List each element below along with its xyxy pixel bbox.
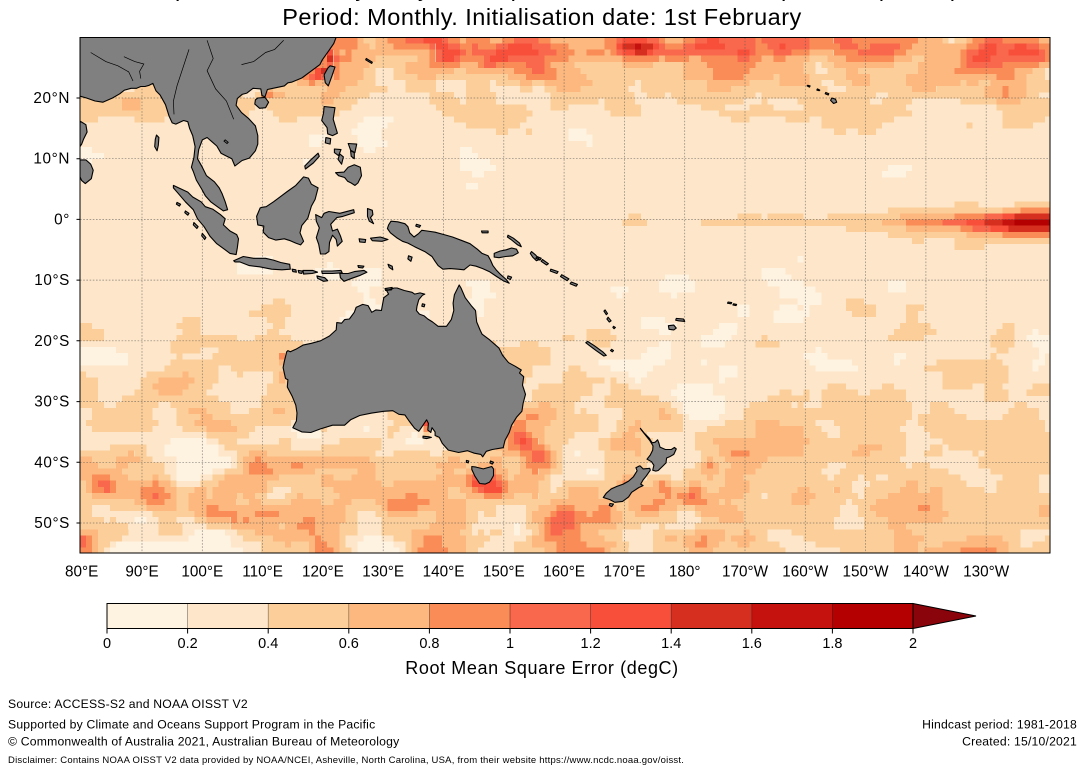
- svg-text:50°S: 50°S: [34, 515, 70, 532]
- svg-text:0.4: 0.4: [258, 636, 278, 652]
- svg-text:110°E: 110°E: [242, 564, 283, 581]
- svg-text:Created: 15/10/2021: Created: 15/10/2021: [962, 735, 1077, 749]
- svg-text:180°: 180°: [669, 564, 701, 581]
- svg-text:20°N: 20°N: [33, 90, 70, 107]
- svg-text:80°E: 80°E: [65, 564, 98, 581]
- svg-text:140°W: 140°W: [903, 564, 950, 581]
- svg-text:1.6: 1.6: [742, 636, 762, 652]
- svg-text:Root Mean Square Error (degC): Root Mean Square Error (degC): [405, 658, 679, 678]
- svg-text:1.2: 1.2: [581, 636, 601, 652]
- svg-text:Supported by Climate and Ocean: Supported by Climate and Oceans Support …: [8, 718, 375, 732]
- svg-text:0: 0: [103, 636, 111, 652]
- svg-text:1.8: 1.8: [822, 636, 842, 652]
- svg-text:150°W: 150°W: [843, 564, 890, 581]
- svg-text:100°E: 100°E: [181, 564, 223, 581]
- svg-text:Comparison of monthly analysis: Comparison of monthly analysis and predi…: [125, 0, 958, 1]
- svg-text:140°E: 140°E: [423, 564, 465, 581]
- svg-text:130°W: 130°W: [963, 564, 1010, 581]
- svg-text:160°E: 160°E: [543, 564, 585, 581]
- svg-text:0.6: 0.6: [339, 636, 359, 652]
- svg-text:1: 1: [506, 636, 514, 652]
- svg-text:90°E: 90°E: [125, 564, 158, 581]
- svg-text:30°S: 30°S: [34, 394, 70, 411]
- svg-text:Source: ACCESS-S2 and NOAA OIS: Source: ACCESS-S2 and NOAA OISST V2: [8, 697, 248, 711]
- svg-text:0.2: 0.2: [178, 636, 198, 652]
- svg-text:2: 2: [909, 636, 917, 652]
- svg-text:Disclaimer: Contains NOAA OISS: Disclaimer: Contains NOAA OISST V2 data …: [8, 755, 684, 766]
- svg-text:10°N: 10°N: [33, 151, 70, 168]
- svg-text:130°E: 130°E: [362, 564, 404, 581]
- svg-text:Hindcast period: 1981-2018: Hindcast period: 1981-2018: [922, 718, 1077, 732]
- svg-text:150°E: 150°E: [483, 564, 525, 581]
- svg-text:170°E: 170°E: [603, 564, 645, 581]
- svg-text:120°E: 120°E: [302, 564, 344, 581]
- svg-text:© Commonwealth of Australia 20: © Commonwealth of Australia 2021, Austra…: [8, 735, 400, 749]
- svg-text:Period: Monthly. Initialisatio: Period: Monthly. Initialisation date: 1s…: [282, 4, 802, 30]
- svg-text:160°W: 160°W: [782, 564, 829, 581]
- svg-text:1.4: 1.4: [661, 636, 681, 652]
- svg-text:170°W: 170°W: [722, 564, 769, 581]
- svg-text:0°: 0°: [54, 211, 70, 228]
- svg-text:20°S: 20°S: [34, 333, 70, 350]
- svg-text:0.8: 0.8: [419, 636, 439, 652]
- svg-text:40°S: 40°S: [34, 454, 70, 471]
- svg-text:10°S: 10°S: [34, 272, 70, 289]
